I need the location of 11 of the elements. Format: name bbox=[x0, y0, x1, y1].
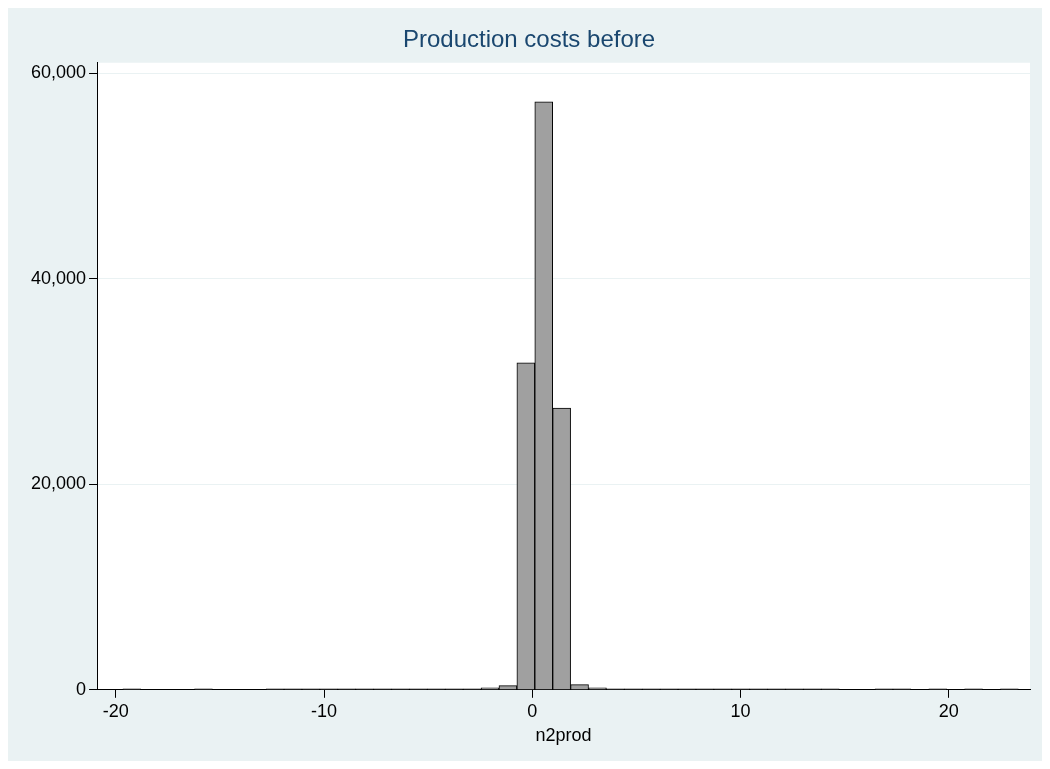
y-tick-label: 40,000 bbox=[30, 267, 87, 288]
chart-title: Production costs before bbox=[402, 25, 656, 53]
x-tick-label: 10 bbox=[730, 700, 751, 721]
y-tick-label: 60,000 bbox=[30, 62, 87, 83]
x-tick-label: -10 bbox=[311, 700, 338, 721]
y-tick-label: 20,000 bbox=[30, 473, 87, 494]
x-tick-label: 0 bbox=[527, 700, 538, 721]
x-tick-label: 20 bbox=[938, 700, 959, 721]
y-tick-label: 0 bbox=[76, 678, 87, 699]
x-axis-title: n2prod bbox=[535, 725, 592, 746]
x-tick-label: -20 bbox=[102, 700, 129, 721]
